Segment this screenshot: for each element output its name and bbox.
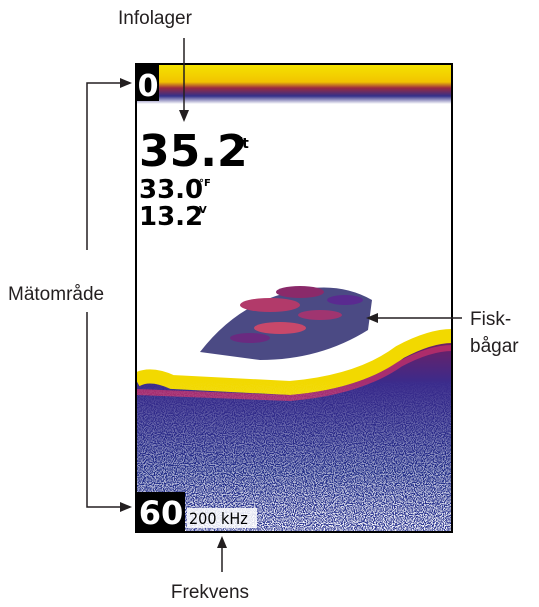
frequency-reading: 200 kHz	[189, 509, 248, 528]
fish-arches-label: bågar	[470, 336, 519, 357]
depth-top-box	[137, 65, 159, 101]
depth-bottom-box	[137, 492, 185, 531]
fish-arches	[200, 286, 372, 360]
depth-top: 0	[138, 69, 159, 104]
depth-bottom: 60	[139, 494, 184, 532]
range-label: Mätområde	[8, 284, 104, 305]
sonar-screen	[136, 64, 452, 532]
screen-frame	[135, 63, 453, 533]
info-layer-label: Infolager	[118, 8, 193, 29]
frequency-label: Frekvens	[171, 582, 249, 603]
depth-unit: ft	[236, 136, 249, 152]
temperature-reading: 33.0	[139, 175, 203, 205]
depth-reading: 35.2	[139, 126, 248, 177]
voltage-reading: 13.2	[139, 202, 203, 232]
temperature-unit: °F	[199, 178, 211, 189]
voltage-unit: V	[199, 205, 207, 216]
fish-arches-label: Fisk-	[470, 309, 511, 330]
